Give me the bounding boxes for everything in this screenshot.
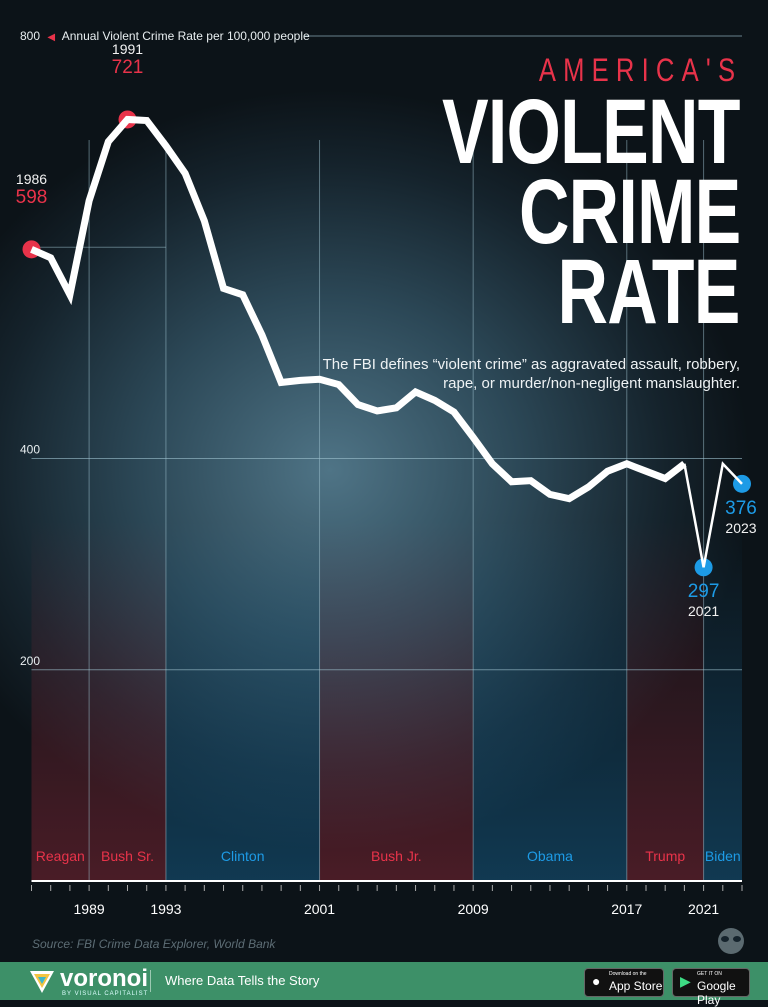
title-line-1: VIOLENT: [442, 92, 740, 172]
presidency-label: Bush Sr.: [101, 848, 154, 864]
voronoi-logo-icon: [28, 968, 56, 994]
presidency-band: [89, 520, 166, 881]
title-line-3: RATE: [558, 252, 740, 332]
source-note: Source: FBI Crime Data Explorer, World B…: [32, 937, 275, 951]
x-tick-label: 1989: [74, 901, 105, 917]
presidency-band: [627, 520, 704, 881]
app-store-button[interactable]: ● Download on the App Store: [584, 968, 664, 997]
presidency-label: Obama: [527, 848, 573, 864]
mask-logo-icon: [716, 925, 746, 955]
annotation-value: 376: [711, 498, 768, 520]
annotation-value: 297: [674, 581, 734, 603]
y-tick-800: 800: [20, 29, 40, 43]
annotation-value: 598: [2, 187, 62, 209]
brand-sub: BY VISUAL CAPITALIST: [62, 991, 148, 998]
presidency-band: [473, 520, 627, 881]
presidency-label: Clinton: [221, 848, 265, 864]
app-store-label: App Store: [609, 979, 662, 993]
x-tick-label: 2001: [304, 901, 335, 917]
annotation-year: 2021: [674, 603, 734, 619]
presidency-label: Biden: [705, 848, 741, 864]
presidency-band: [32, 520, 90, 881]
presidency-band: [320, 520, 474, 881]
annotation-value: 721: [98, 57, 158, 79]
footer-bar: voronoi BY VISUAL CAPITALIST Where Data …: [0, 962, 768, 1000]
play-icon: ▶: [680, 973, 691, 990]
y-tick-label: 400: [20, 443, 40, 457]
y-tick-label: 200: [20, 654, 40, 668]
definition-note: The FBI defines “violent crime” as aggra…: [320, 355, 740, 393]
caret-left-icon: ◀: [47, 32, 55, 43]
title-line-2: CRIME: [518, 172, 740, 252]
google-play-small: GET IT ON: [697, 971, 722, 977]
x-tick-label: 2021: [688, 901, 719, 917]
presidency-label: Trump: [645, 848, 685, 864]
divider: [150, 970, 151, 992]
x-tick-label: 1993: [150, 901, 181, 917]
google-play-label: Google Play: [697, 979, 749, 1007]
x-tick-label: 2017: [611, 901, 642, 917]
app-store-small: Download on the: [609, 971, 647, 977]
presidency-band: [166, 520, 320, 881]
presidency-label: Bush Jr.: [371, 848, 422, 864]
annotation-year: 1991: [98, 41, 158, 57]
annotation-year: 2023: [711, 520, 768, 536]
presidency-label: Reagan: [36, 848, 85, 864]
brand-name: voronoi: [60, 967, 148, 991]
tagline: Where Data Tells the Story: [165, 973, 319, 988]
y-axis-top-label: 800 ◀ Annual Violent Crime Rate per 100,…: [20, 29, 310, 43]
annotation-year: 1986: [2, 171, 62, 187]
x-tick-label: 2009: [458, 901, 489, 917]
apple-icon: ●: [592, 973, 600, 989]
google-play-button[interactable]: ▶ GET IT ON Google Play: [672, 968, 750, 997]
